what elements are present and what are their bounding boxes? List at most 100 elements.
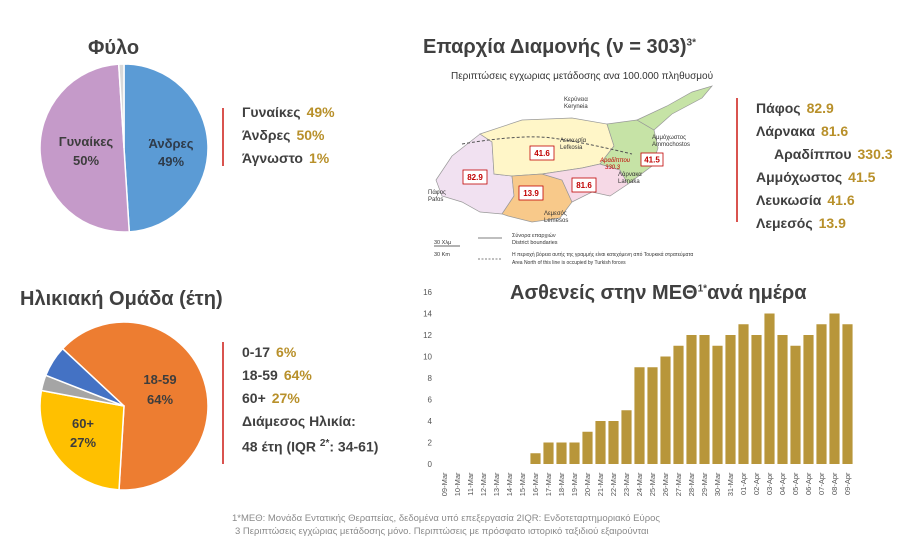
- map-legend-north-en: Area North of this line is occupied by T…: [512, 260, 626, 266]
- y-tick-label: 6: [428, 396, 433, 405]
- y-tick-label: 14: [423, 310, 432, 319]
- gender-legend: Γυναίκες 49% Άνδρες 50% Άγνωστο 1%: [242, 104, 335, 173]
- map-place-name-en: Lemesos: [544, 218, 568, 224]
- bar-08-Apr: [829, 313, 840, 464]
- map-place-keryneia: Κερύνεια Keryneia: [564, 97, 588, 110]
- map-place-name-gr: Λάρνακα: [618, 171, 642, 178]
- svg-text:41.5: 41.5: [644, 156, 660, 165]
- x-tick-label: 31-Mar: [726, 472, 735, 496]
- x-tick-label: 24-Mar: [635, 472, 644, 496]
- x-tick-label: 11-Mar: [466, 472, 475, 496]
- x-tick-label: 06-Apr: [804, 472, 813, 495]
- pie-label-18-59-pct: 64%: [147, 392, 173, 407]
- map-scale-en: 30 Km: [434, 252, 450, 258]
- pie-label-men-pct: 49%: [158, 154, 184, 169]
- pie-label-18-59: 18-59: [143, 372, 176, 387]
- x-tick-label: 01-Apr: [739, 472, 748, 495]
- map-place-name-gr: Πάφος: [428, 189, 446, 196]
- x-tick-label: 03-Apr: [765, 472, 774, 495]
- x-tick-label: 21-Mar: [596, 472, 605, 496]
- x-tick-label: 12-Mar: [479, 472, 488, 496]
- bar-04-Apr: [777, 335, 788, 464]
- legend-item: Λεμεσός 13.9: [756, 215, 846, 231]
- map-place-name-en: Keryneia: [564, 104, 588, 110]
- pie-slice-18-59: [61, 321, 209, 491]
- bar-31-Mar: [725, 335, 736, 464]
- bar-05-Apr: [790, 345, 801, 464]
- map-place-name-gr: Λευκωσία: [560, 138, 587, 144]
- map-value-lefkosia: 41.6: [529, 145, 555, 161]
- x-tick-label: 04-Apr: [778, 472, 787, 495]
- y-tick-label: 0: [428, 460, 433, 469]
- bar-19-Mar: [569, 442, 580, 464]
- x-tick-label: 02-Apr: [752, 472, 761, 495]
- map-place-name-gr: Αραδίππου: [599, 158, 631, 164]
- pie-slice-άνδρες: [123, 63, 209, 233]
- map-place-name-en: Ammochostos: [652, 142, 690, 148]
- y-tick-label: 12: [423, 331, 432, 340]
- x-tick-label: 29-Mar: [700, 472, 709, 496]
- bar-01-Apr: [738, 324, 749, 464]
- age-title: Ηλικιακή Ομάδα (έτη): [20, 288, 223, 310]
- age-legend-divider: [222, 342, 224, 464]
- y-tick-label: 2: [428, 439, 433, 448]
- legend-item: 18-59 64%: [242, 367, 312, 383]
- bar-26-Mar: [660, 356, 671, 464]
- pie-label-women: Γυναίκες: [59, 134, 114, 149]
- district-title: Επαρχία Διαμονής (ν = 303)3*: [423, 36, 696, 58]
- x-tick-label: 13-Mar: [492, 472, 501, 496]
- map-legend-north-gr: Η περιοχή βόρεια αυτής της γραμμής είναι…: [512, 251, 693, 258]
- bar-02-Apr: [751, 335, 762, 464]
- pie-slice-0-17: [44, 347, 125, 407]
- legend-item: 60+ 27%: [242, 390, 300, 406]
- legend-item: 0-17 6%: [242, 344, 297, 360]
- district-legend-divider: [736, 98, 738, 222]
- bar-28-Mar: [686, 335, 697, 464]
- y-tick-label: 10: [423, 353, 432, 362]
- legend-item: Αραδίππου 330.3: [774, 146, 893, 162]
- icu-chart-title: Ασθενείς στην ΜΕΘ1*ανά ημέρα: [510, 282, 807, 304]
- pie-label-60plus-pct: 27%: [70, 435, 96, 450]
- gender-pie-chart: Άνδρες 49% Γυναίκες 50%: [39, 63, 209, 233]
- x-tick-label: 10-Mar: [453, 472, 462, 496]
- map-place-name-en: Lefkosia: [560, 145, 583, 151]
- bar-06-Apr: [803, 335, 814, 464]
- x-tick-label: 30-Mar: [713, 472, 722, 496]
- bar-22-Mar: [608, 421, 619, 464]
- map-karpas: [636, 85, 714, 131]
- gender-title: Φύλο: [88, 37, 140, 59]
- map-value-ammochostos: 41.5: [640, 152, 664, 167]
- map-value-pafos: 82.9: [462, 169, 488, 185]
- pie-slice-άγνωστο: [117, 63, 125, 149]
- legend-item: Πάφος 82.9: [756, 100, 834, 116]
- x-tick-label: 07-Apr: [817, 472, 826, 495]
- pie-label-men: Άνδρες: [149, 136, 194, 151]
- bar-21-Mar: [595, 421, 606, 464]
- x-tick-label: 09-Mar: [440, 472, 449, 496]
- bar-29-Mar: [699, 335, 710, 464]
- bar-30-Mar: [712, 345, 723, 464]
- x-tick-label: 15-Mar: [518, 472, 527, 496]
- x-tick-label: 18-Mar: [557, 472, 566, 496]
- y-tick-label: 8: [428, 374, 433, 383]
- x-tick-label: 25-Mar: [648, 472, 657, 496]
- legend-item: Άνδρες 50%: [242, 127, 325, 143]
- pie-label-women-pct: 50%: [73, 153, 99, 168]
- legend-item: Αμμόχωστος 41.5: [756, 169, 876, 185]
- icu-bar-chart: 0 2 4 6 8 10 12 14 16 09-Mar 10-Mar 11-Mar 12-Mar 13-…: [423, 288, 853, 496]
- x-tick-label: 26-Mar: [661, 472, 670, 496]
- legend-item: Λάρνακα 81.6: [756, 123, 849, 139]
- legend-item: Γυναίκες 49%: [242, 104, 335, 120]
- bar-03-Apr: [764, 313, 775, 464]
- bar-17-Mar: [543, 442, 554, 464]
- bar-27-Mar: [673, 345, 684, 464]
- map-legend-boundaries-en: District boundaries: [512, 240, 558, 246]
- bar-16-Mar: [530, 453, 541, 464]
- age-legend: 0-17 6% 18-59 64% 60+ 27% Διάμεσος Ηλικία: …: [242, 344, 378, 461]
